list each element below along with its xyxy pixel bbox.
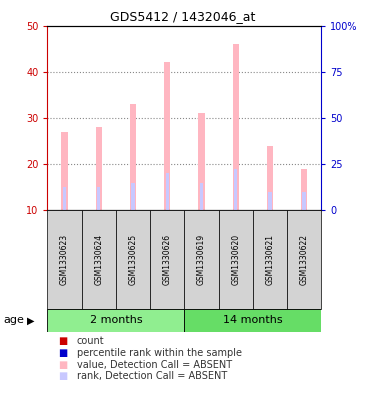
Text: ■: ■ (58, 371, 68, 382)
Text: GSM1330626: GSM1330626 (163, 234, 172, 285)
Bar (61, 132, 68, 210)
Bar (47, 309, 184, 332)
Text: 14 months: 14 months (223, 315, 283, 325)
Bar (302, 192, 306, 210)
Text: 2 months: 2 months (89, 315, 142, 325)
Bar (150, 210, 184, 309)
Text: count: count (77, 336, 104, 346)
Bar (116, 210, 150, 309)
Text: ▶: ▶ (27, 315, 35, 325)
Bar (200, 182, 203, 210)
Bar (219, 210, 253, 309)
Bar (184, 210, 219, 309)
Text: GSM1330623: GSM1330623 (60, 234, 69, 285)
Bar (301, 169, 307, 210)
Bar (164, 62, 170, 210)
Text: GSM1330619: GSM1330619 (197, 234, 206, 285)
Bar (198, 113, 204, 210)
Text: ■: ■ (58, 360, 68, 370)
Bar (287, 210, 321, 309)
Bar (63, 187, 66, 210)
Text: GSM1330624: GSM1330624 (94, 234, 103, 285)
Text: percentile rank within the sample: percentile rank within the sample (77, 348, 242, 358)
Text: rank, Detection Call = ABSENT: rank, Detection Call = ABSENT (77, 371, 227, 382)
Text: value, Detection Call = ABSENT: value, Detection Call = ABSENT (77, 360, 232, 370)
Bar (131, 182, 135, 210)
Text: GSM1330622: GSM1330622 (300, 234, 308, 285)
Bar (82, 210, 116, 309)
Bar (267, 145, 273, 210)
Text: age: age (4, 315, 24, 325)
Bar (165, 173, 169, 210)
Bar (233, 44, 239, 210)
Bar (234, 169, 237, 210)
Text: GSM1330625: GSM1330625 (128, 234, 138, 285)
Text: ■: ■ (58, 348, 68, 358)
Bar (184, 309, 321, 332)
Text: GSM1330621: GSM1330621 (265, 234, 274, 285)
Bar (130, 104, 136, 210)
Text: GDS5412 / 1432046_at: GDS5412 / 1432046_at (110, 10, 255, 23)
Text: ■: ■ (58, 336, 68, 346)
Bar (96, 127, 102, 210)
Bar (97, 187, 100, 210)
Bar (268, 192, 272, 210)
Text: GSM1330620: GSM1330620 (231, 234, 240, 285)
Bar (47, 210, 82, 309)
Bar (253, 210, 287, 309)
